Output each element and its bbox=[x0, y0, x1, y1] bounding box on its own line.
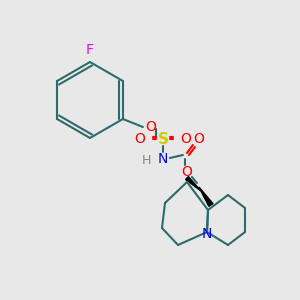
Polygon shape bbox=[186, 176, 201, 191]
Text: O: O bbox=[194, 132, 204, 146]
Text: O: O bbox=[146, 120, 156, 134]
Polygon shape bbox=[199, 187, 213, 206]
Text: O: O bbox=[182, 165, 192, 179]
Text: F: F bbox=[86, 43, 94, 57]
Text: N: N bbox=[158, 152, 168, 166]
Text: O: O bbox=[181, 132, 191, 146]
Text: N: N bbox=[202, 227, 212, 241]
Text: H: H bbox=[142, 154, 152, 167]
Text: S: S bbox=[158, 131, 168, 146]
Text: O: O bbox=[134, 132, 145, 146]
